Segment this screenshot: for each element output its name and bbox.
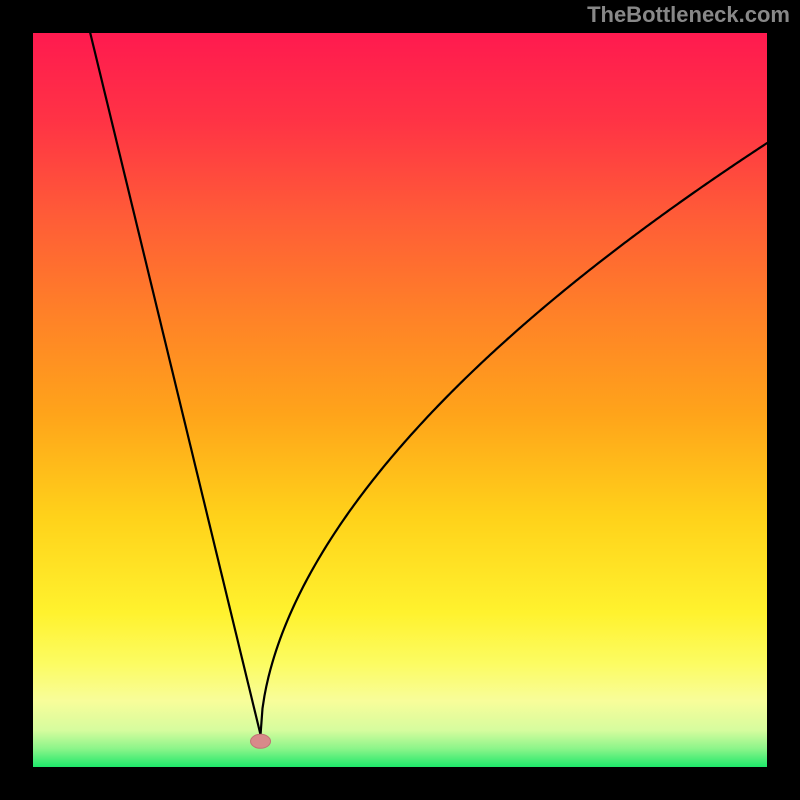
watermark-text: TheBottleneck.com: [587, 2, 790, 28]
plot-background: [33, 33, 767, 767]
outer-frame: TheBottleneck.com: [0, 0, 800, 800]
plot-svg: [33, 33, 767, 767]
min-marker: [251, 734, 271, 748]
plot-area: [33, 33, 767, 767]
